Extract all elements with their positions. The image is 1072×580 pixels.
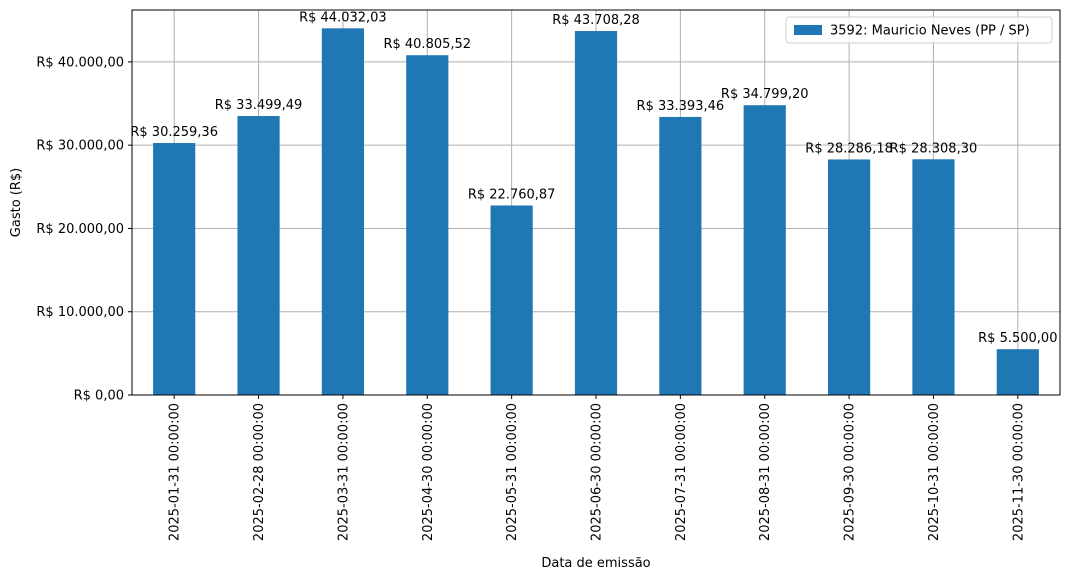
y-tick-label: R$ 0,00	[74, 389, 124, 404]
x-tick-label: 2025-03-31 00:00:00	[336, 403, 351, 541]
legend-label: 3592: Mauricio Neves (PP / SP)	[830, 24, 1030, 39]
value-label: R$ 34.799,20	[721, 87, 809, 102]
value-label: R$ 30.259,36	[130, 125, 218, 140]
bar	[912, 159, 955, 395]
x-tick-label: 2025-06-30 00:00:00	[590, 403, 605, 541]
value-label: R$ 28.308,30	[890, 141, 978, 156]
value-label: R$ 43.708,28	[552, 13, 640, 28]
bar	[153, 143, 196, 395]
value-label: R$ 22.760,87	[468, 187, 556, 202]
y-tick-label: R$ 10.000,00	[36, 305, 124, 320]
x-tick-label: 2025-10-31 00:00:00	[927, 403, 942, 541]
y-tick-label: R$ 20.000,00	[36, 222, 124, 237]
bar	[406, 55, 449, 396]
y-axis-label: Gasto (R$)	[9, 168, 24, 237]
legend-box	[785, 16, 1053, 44]
x-tick-label: 2025-02-28 00:00:00	[252, 403, 267, 541]
x-tick-label: 2025-01-31 00:00:00	[168, 403, 183, 541]
bar	[996, 349, 1039, 395]
x-tick-label: 2025-09-30 00:00:00	[843, 403, 858, 541]
bar	[659, 116, 702, 395]
value-label: R$ 33.499,49	[215, 98, 303, 113]
bar	[828, 159, 871, 395]
x-tick-label: 2025-11-30 00:00:00	[1011, 403, 1026, 541]
x-tick-label: 2025-07-31 00:00:00	[674, 403, 689, 541]
value-label: R$ 28.286,18	[805, 141, 893, 156]
value-label: R$ 40.805,52	[383, 37, 471, 52]
x-axis-label: Data de emissão	[541, 556, 650, 571]
x-tick-label: 2025-04-30 00:00:00	[421, 403, 436, 541]
y-tick-label: R$ 40.000,00	[36, 55, 124, 70]
value-label: R$ 44.032,03	[299, 10, 387, 25]
x-tick-label: 2025-05-31 00:00:00	[505, 403, 520, 541]
bar	[574, 31, 618, 395]
value-label: R$ 33.393,46	[637, 99, 725, 114]
x-tick-label: 2025-08-31 00:00:00	[758, 403, 773, 541]
bar	[321, 28, 364, 396]
bar	[743, 105, 786, 396]
bar	[490, 205, 533, 395]
value-label: R$ 5.500,00	[978, 331, 1057, 346]
y-tick-label: R$ 30.000,00	[36, 139, 124, 154]
plot-frame	[131, 9, 1061, 396]
legend-swatch	[794, 25, 822, 35]
bar	[237, 116, 280, 395]
